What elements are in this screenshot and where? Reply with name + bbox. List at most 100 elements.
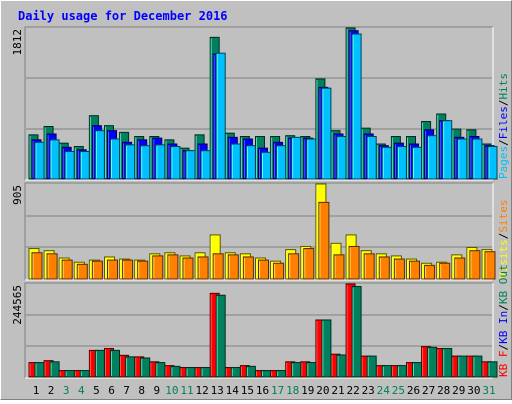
- bar-kb-out-day-3: [64, 370, 75, 378]
- bar-sites-day-21: [333, 254, 345, 280]
- bar-kb-out-day-5: [94, 349, 105, 378]
- bar-sites-day-18: [288, 253, 300, 280]
- legend-entry: KB F: [497, 351, 510, 378]
- hits-files-pages-legend: Pages/Files/Hits: [497, 73, 510, 179]
- bar-pages-day-2: [49, 139, 60, 180]
- bar-kb-out-day-24: [381, 365, 392, 378]
- day-label-8: 8: [138, 384, 145, 397]
- day-label-20: 20: [316, 384, 329, 397]
- bar-kb-out-day-12: [200, 366, 211, 378]
- legend-entry: /: [497, 304, 510, 311]
- bar-sites-day-28: [439, 262, 451, 280]
- bar-sites-day-6: [107, 259, 118, 280]
- day-label-25: 25: [392, 384, 405, 397]
- legend-entry: KB Out: [497, 264, 510, 304]
- legend-entry: /: [497, 344, 510, 351]
- bar-pages-day-27: [427, 135, 438, 180]
- kb-traffic-max-label: 244565: [11, 285, 24, 325]
- bar-pages-day-23: [366, 136, 377, 180]
- day-label-16: 16: [256, 384, 269, 397]
- day-label-27: 27: [422, 384, 435, 397]
- bar-sites-day-20: [318, 201, 330, 280]
- bar-sites-day-22: [348, 245, 360, 280]
- bar-sites-day-2: [46, 253, 58, 280]
- bar-pages-day-3: [64, 151, 75, 180]
- bar-pages-day-8: [140, 145, 151, 180]
- day-label-5: 5: [93, 384, 100, 397]
- visits-sites-max-label: 905: [11, 185, 24, 205]
- legend-entry: /: [497, 100, 510, 107]
- chart-title: Daily usage for December 2016: [18, 9, 228, 23]
- bar-kb-out-day-14: [230, 366, 241, 378]
- bar-sites-day-30: [469, 250, 481, 280]
- bar-sites-day-12: [197, 256, 209, 280]
- bar-kb-out-day-7: [125, 356, 136, 378]
- bar-pages-day-4: [79, 151, 90, 180]
- day-label-1: 1: [33, 384, 40, 397]
- legend-entry: Sites: [497, 200, 510, 233]
- day-label-6: 6: [108, 384, 115, 397]
- day-label-19: 19: [301, 384, 314, 397]
- bar-kb-out-day-28: [442, 347, 453, 378]
- day-label-18: 18: [286, 384, 299, 397]
- bar-pages-day-15: [245, 145, 256, 180]
- bar-kb-out-day-10: [170, 365, 181, 378]
- day-label-11: 11: [180, 384, 193, 397]
- day-label-21: 21: [331, 384, 344, 397]
- bar-kb-out-day-21: [336, 354, 347, 378]
- bar-kb-out-day-18: [291, 362, 302, 378]
- bar-pages-day-14: [230, 143, 241, 180]
- bar-pages-day-6: [110, 138, 120, 180]
- bar-pages-day-26: [412, 146, 422, 180]
- bar-pages-day-29: [457, 138, 468, 180]
- bar-kb-out-day-15: [245, 365, 256, 378]
- day-label-4: 4: [78, 384, 85, 397]
- legend-entry: Pages: [497, 146, 510, 179]
- bar-sites-day-11: [182, 257, 194, 280]
- day-label-31: 31: [482, 384, 495, 397]
- day-label-30: 30: [467, 384, 480, 397]
- day-label-13: 13: [211, 384, 224, 397]
- bar-kb-out-day-11: [185, 366, 196, 378]
- bar-kb-out-day-26: [412, 362, 422, 378]
- bar-sites-day-29: [454, 257, 466, 280]
- day-label-17: 17: [271, 384, 284, 397]
- bar-pages-day-19: [306, 138, 317, 180]
- bar-sites-day-17: [273, 262, 285, 280]
- day-label-12: 12: [195, 384, 208, 397]
- bar-kb-out-day-9: [155, 362, 166, 378]
- bar-kb-out-day-2: [49, 361, 60, 378]
- bar-sites-day-9: [152, 255, 164, 280]
- bar-sites-day-14: [227, 254, 239, 280]
- bar-sites-day-27: [424, 264, 436, 280]
- day-label-14: 14: [226, 384, 240, 397]
- bar-pages-day-25: [396, 146, 407, 180]
- bar-sites-day-1: [31, 252, 43, 280]
- bar-sites-day-26: [409, 260, 420, 280]
- visits-sites-legend: Visits/Sites: [497, 200, 510, 280]
- bar-sites-day-15: [242, 256, 254, 280]
- legend-entry: /: [497, 233, 510, 240]
- bar-pages-day-1: [34, 141, 45, 180]
- bar-sites-day-7: [122, 259, 134, 280]
- bar-kb-out-day-19: [306, 362, 317, 378]
- bar-sites-day-5: [91, 260, 103, 280]
- day-label-7: 7: [123, 384, 130, 397]
- legend-entry: KB In: [497, 311, 510, 344]
- bar-sites-day-16: [258, 259, 269, 280]
- legend-entry: Visits: [497, 239, 510, 279]
- bar-sites-day-4: [76, 263, 88, 280]
- bar-kb-out-day-25: [396, 365, 407, 378]
- day-label-2: 2: [48, 384, 55, 397]
- bar-kb-out-day-23: [366, 355, 377, 378]
- bar-kb-out-day-6: [110, 349, 120, 378]
- kb-traffic-legend: KB F/KB In/KB Out: [497, 264, 510, 377]
- bar-kb-out-day-29: [457, 355, 468, 378]
- day-label-29: 29: [452, 384, 465, 397]
- bar-pages-day-22: [351, 33, 362, 180]
- bar-pages-day-11: [185, 150, 196, 180]
- bar-sites-day-23: [363, 253, 375, 280]
- bar-kb-out-day-17: [276, 370, 287, 378]
